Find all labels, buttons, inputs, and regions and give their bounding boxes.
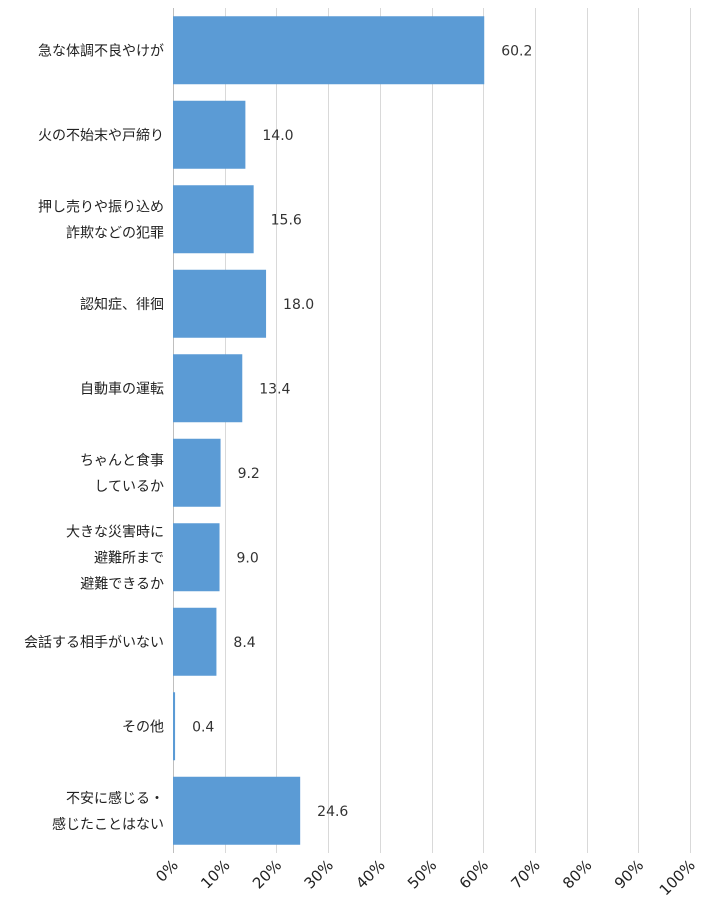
bar-7 (173, 607, 217, 676)
bar-9 (173, 776, 301, 845)
x-tick-label-80: 80% (559, 856, 595, 892)
value-label-7: 8.4 (233, 635, 255, 651)
category-label-7: 会話する相手がいない (24, 634, 164, 651)
bar-0 (173, 16, 485, 85)
bar-1 (173, 100, 246, 169)
category-label-9-line-1: 感じたことはない (52, 816, 164, 833)
x-tick-label-70: 70% (507, 856, 543, 892)
bar-3 (173, 269, 267, 338)
bar-8 (173, 692, 176, 761)
bars (173, 16, 485, 845)
category-label-2-line-0: 押し売りや振り込め (38, 199, 164, 215)
category-label-0: 急な体調不良やけが (38, 43, 164, 59)
value-label-6: 9.0 (237, 550, 259, 566)
value-label-5: 9.2 (238, 466, 260, 482)
value-label-2: 15.6 (271, 212, 302, 228)
x-tick-label-90: 90% (611, 856, 647, 892)
x-tick-label-20: 20% (249, 856, 285, 892)
value-label-9: 24.6 (317, 804, 348, 820)
x-tick-label-10: 10% (197, 856, 233, 892)
category-label-1: 火の不始末や戸締り (38, 127, 164, 144)
bar-2 (173, 185, 254, 254)
value-label-4: 13.4 (259, 381, 290, 397)
category-label-4: 自動車の運転 (80, 380, 164, 397)
x-tick-label-50: 50% (404, 856, 440, 892)
category-labels: 急な体調不良やけが火の不始末や戸締り押し売りや振り込め詐欺などの犯罪認知症、徘徊… (24, 43, 164, 833)
bar-5 (173, 438, 221, 507)
x-tick-labels: 0% 10% 20% 30% 40% 50% 60% 70% 80% 90% 100% (152, 856, 699, 899)
category-label-3: 認知症、徘徊 (80, 296, 164, 313)
value-labels: 60.2 14.0 15.6 18.0 13.4 9.2 9.0 8.4 0.4 24.6 (192, 43, 532, 820)
category-label-5-line-0: ちゃんと食事 (80, 452, 164, 469)
value-label-1: 14.0 (262, 128, 293, 144)
category-label-5-line-1: しているか (94, 479, 164, 495)
x-tick-label-100: 100% (656, 856, 699, 899)
x-tick-label-60: 60% (456, 856, 492, 892)
value-label-8: 0.4 (192, 719, 214, 735)
category-label-9-line-0: 不安に感じる・ (66, 790, 164, 807)
x-tick-label-0: 0% (152, 856, 182, 886)
x-tick-label-30: 30% (301, 856, 337, 892)
bar-6 (173, 523, 220, 592)
category-label-8: その他 (122, 719, 164, 735)
category-label-6-line-2: 避難できるか (80, 576, 164, 592)
value-label-0: 60.2 (501, 43, 532, 59)
category-label-6-line-1: 避難所まで (94, 550, 164, 566)
value-label-3: 18.0 (283, 297, 314, 313)
gridlines (173, 8, 691, 853)
x-tick-label-40: 40% (352, 856, 388, 892)
bar-4 (173, 354, 243, 423)
category-label-6-line-0: 大きな災害時に (66, 524, 164, 540)
category-label-2-line-1: 詐欺などの犯罪 (66, 225, 164, 241)
